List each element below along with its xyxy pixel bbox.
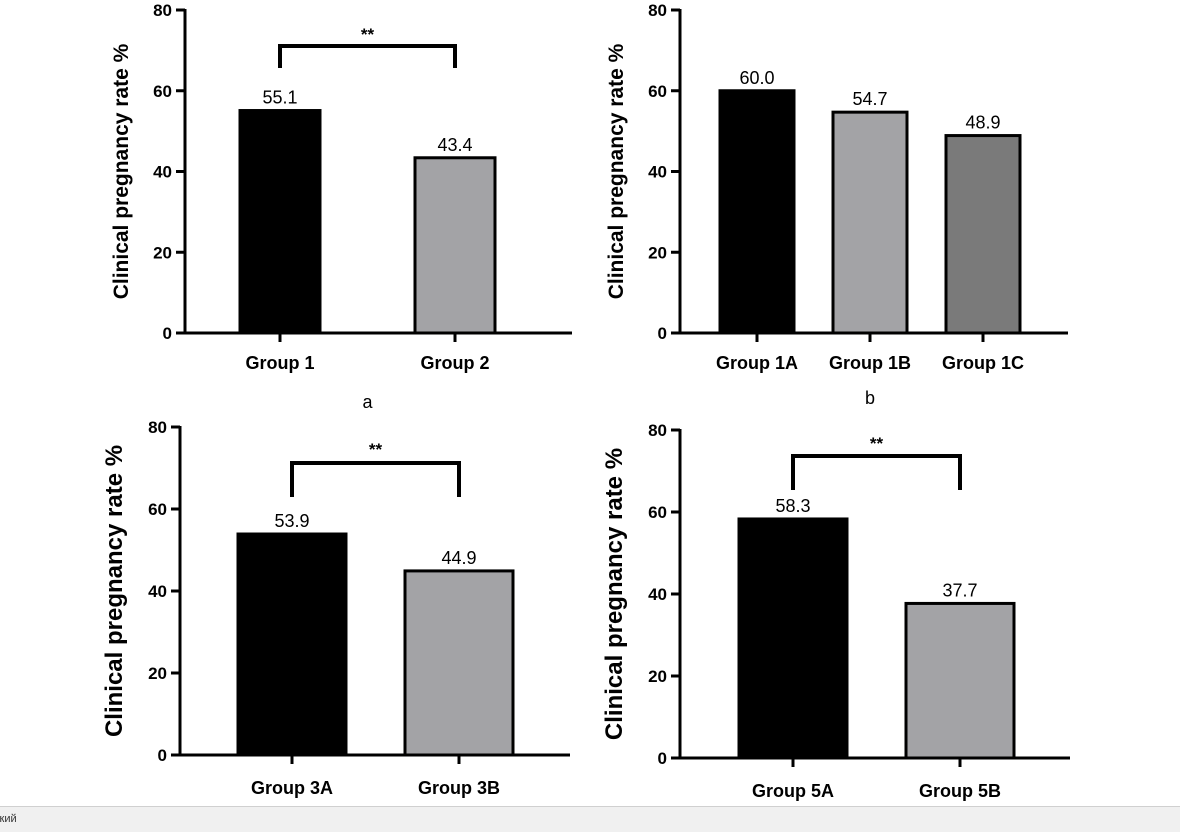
chart-panel-2: 0 20 40 60 80 Clinical pregnancy rate % Group … [605, 1, 1068, 408]
category-label: Group 1B [829, 353, 911, 373]
bar [413, 156, 497, 335]
data-label: 58.3 [775, 496, 810, 516]
y-tick-label: 80 [648, 421, 667, 440]
bar [831, 110, 909, 335]
category-label: Group 2 [420, 353, 489, 373]
chart-panel-3: 0 20 40 60 80 Clinical pregnancy rate % Group … [101, 418, 570, 798]
figure: 0 20 40 60 80 Clinical pregnancy rate % Group … [101, 1, 1070, 801]
bar [238, 109, 322, 335]
bar [737, 517, 849, 760]
chart-panel-4: 0 20 40 60 80 Clinical pregnancy rate % Group … [601, 421, 1070, 801]
y-tick-label: 0 [658, 749, 667, 768]
y-axis-label: Clinical pregnancy rate % [601, 448, 628, 740]
bar [904, 601, 1016, 760]
y-tick-label: 0 [163, 324, 172, 343]
status-bar-text: ский [0, 813, 17, 825]
data-label: 60.0 [739, 68, 774, 88]
category-label: Group 1 [245, 353, 314, 373]
significance-bracket [791, 454, 962, 490]
data-label: 54.7 [852, 89, 887, 109]
category-label: Group 1C [942, 353, 1024, 373]
y-axis-label: Clinical pregnancy rate % [605, 43, 628, 299]
significance-bracket [290, 461, 461, 497]
data-label: 44.9 [441, 548, 476, 568]
significance-label: ** [369, 440, 383, 459]
y-tick-label: 40 [148, 582, 167, 601]
y-tick-label: 0 [658, 324, 667, 343]
y-tick-label: 40 [648, 585, 667, 604]
data-label: 55.1 [262, 88, 297, 108]
y-axis-label: Clinical pregnancy rate % [101, 445, 128, 737]
y-tick-label: 40 [648, 163, 667, 182]
y-axis-label: Clinical pregnancy rate % [110, 43, 133, 299]
y-tick-label: 60 [153, 82, 172, 101]
bar [403, 569, 515, 757]
category-label: Group 5B [919, 781, 1001, 801]
category-label: Group 3B [418, 778, 500, 798]
panel-label: b [865, 388, 875, 408]
y-tick-label: 80 [153, 1, 172, 20]
bar [944, 134, 1022, 335]
status-bar: ский [0, 806, 1180, 832]
y-tick-label: 20 [648, 243, 667, 262]
y-tick-label: 60 [148, 500, 167, 519]
y-tick-label: 60 [648, 82, 667, 101]
category-label: Group 3A [251, 778, 333, 798]
data-label: 43.4 [437, 135, 472, 155]
y-tick-label: 40 [153, 163, 172, 182]
y-tick-label: 20 [648, 667, 667, 686]
significance-label: ** [361, 25, 375, 44]
significance-bracket [278, 44, 457, 68]
y-tick-label: 80 [648, 1, 667, 20]
data-label: 37.7 [942, 580, 977, 600]
y-tick-label: 0 [158, 746, 167, 765]
chart-panel-1: 0 20 40 60 80 Clinical pregnancy rate % Group … [110, 1, 572, 412]
y-tick-label: 80 [148, 418, 167, 437]
y-tick-label: 20 [153, 243, 172, 262]
data-label: 53.9 [274, 511, 309, 531]
category-label: Group 5A [752, 781, 834, 801]
bar [718, 89, 796, 335]
bar [236, 532, 348, 757]
category-label: Group 1A [716, 353, 798, 373]
y-tick-label: 60 [648, 503, 667, 522]
y-tick-label: 20 [148, 664, 167, 683]
panel-label: a [362, 392, 373, 412]
data-label: 48.9 [965, 113, 1000, 133]
significance-label: ** [870, 434, 884, 453]
